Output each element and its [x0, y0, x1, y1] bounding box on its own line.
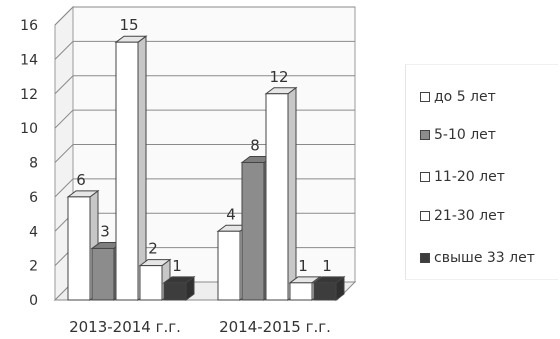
legend-item-2: 11-20 лет: [420, 169, 505, 185]
legend-swatch-1: [420, 130, 430, 140]
data-label-0-3: 2: [148, 240, 158, 258]
category-label-0: 2013-2014 г.г.: [69, 318, 181, 336]
y-axis-ticks: 0 2 4 6 8 10 12 14 16: [20, 18, 38, 309]
bar-0-2: [114, 35, 148, 301]
y-tick-label-4: 8: [29, 156, 38, 172]
legend-label-4: свыше 33 лет: [434, 250, 535, 266]
data-label-0-4: 1: [172, 257, 182, 275]
legend-item-0: до 5 лет: [420, 89, 496, 105]
y-tick-label-8: 16: [20, 18, 38, 34]
legend-swatch-4: [420, 253, 430, 263]
gridline-side-4: [54, 144, 74, 163]
y-tick-label-5: 10: [20, 121, 38, 137]
y-tick-label-2: 4: [29, 224, 38, 240]
legend: до 5 лет 5-10 лет 11-20 лет 21-30 лет св…: [405, 64, 558, 280]
bar-0-0: [66, 189, 100, 301]
y-tick-label-3: 6: [29, 190, 38, 206]
category-label-1: 2014-2015 г.г.: [219, 318, 331, 336]
gridline-side-5: [54, 109, 74, 129]
bar-1-4: [312, 275, 346, 301]
legend-label-3: 21-30 лет: [434, 208, 505, 224]
data-label-1-4: 1: [322, 257, 332, 275]
gridline-side-6: [54, 75, 74, 95]
legend-item-3: 21-30 лет: [420, 208, 505, 224]
legend-item-4: свыше 33 лет: [420, 250, 535, 266]
y-tick-label-1: 2: [29, 259, 38, 275]
data-label-1-2: 12: [269, 68, 288, 86]
data-label-1-3: 1: [298, 257, 308, 275]
gridline-side-8: [54, 6, 74, 26]
legend-swatch-3: [420, 211, 430, 221]
y-tick-label-6: 12: [20, 87, 38, 103]
legend-label-2: 11-20 лет: [434, 169, 505, 185]
data-label-0-2: 15: [119, 16, 138, 34]
y-tick-label-7: 14: [20, 52, 38, 68]
y-tick-label-0: 0: [29, 293, 38, 309]
legend-label-0: до 5 лет: [434, 89, 496, 105]
gridline-side-7: [54, 41, 74, 60]
legend-swatch-0: [420, 92, 430, 102]
bar-1-2: [264, 86, 298, 301]
legend-label-1: 5-10 лет: [434, 127, 496, 143]
data-label-1-0: 4: [226, 205, 236, 223]
category-labels: 2013-2014 г.г. 2014-2015 г.г.: [69, 318, 331, 336]
gridline-side-3: [54, 178, 74, 198]
data-label-1-1: 8: [250, 137, 260, 155]
data-label-0-1: 3: [100, 222, 110, 240]
legend-swatch-2: [420, 172, 430, 182]
bar-0-4: [162, 275, 196, 301]
bars: [66, 35, 346, 301]
legend-item-1: 5-10 лет: [420, 127, 496, 143]
data-label-0-0: 6: [76, 171, 86, 189]
